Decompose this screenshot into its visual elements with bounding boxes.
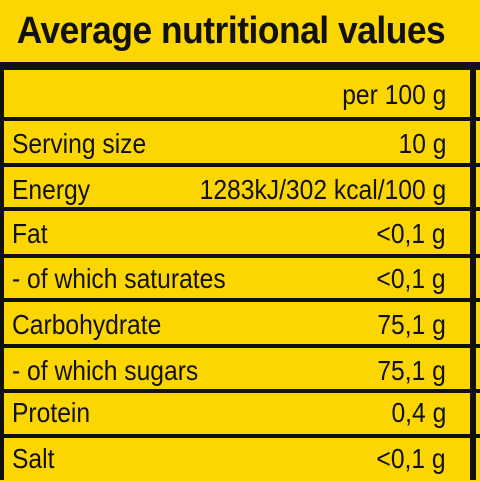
row-divider <box>0 117 480 121</box>
row-value: <0,1 g <box>376 442 446 474</box>
row-label: Carbohydrate <box>12 308 162 340</box>
row-label: Serving size <box>12 127 147 159</box>
table-row-fat: Fat <0,1 g <box>0 211 480 256</box>
table-row-serving-size: Serving size 10 g <box>0 121 480 166</box>
row-label: Fat <box>12 217 48 249</box>
row-value: 75,1 g <box>377 308 446 340</box>
row-value: 0,4 g <box>391 396 446 428</box>
row-label: Protein <box>12 396 91 428</box>
title-divider <box>0 62 480 70</box>
row-label: Energy <box>12 173 91 205</box>
table-left-border <box>0 62 4 480</box>
row-label: Salt <box>12 442 55 474</box>
header-row: per 100 g <box>0 72 480 117</box>
table-row-salt: Salt <0,1 g <box>0 436 480 481</box>
nutrition-title: Average nutritional values <box>16 9 446 52</box>
row-divider <box>0 207 480 211</box>
table-row-carbohydrate: Carbohydrate 75,1 g <box>0 302 480 347</box>
row-value: <0,1 g <box>376 262 446 294</box>
row-value: 10 g <box>398 127 446 159</box>
header-per-100g: per 100 g <box>341 78 446 110</box>
row-divider <box>0 344 480 348</box>
table-right-border <box>470 62 476 480</box>
row-label: - of which saturates <box>12 262 226 294</box>
table-row-sugars: - of which sugars 75,1 g <box>0 348 480 393</box>
table-row-saturates: - of which saturates <0,1 g <box>0 256 480 301</box>
row-divider <box>0 434 480 438</box>
row-divider <box>0 389 480 393</box>
row-value: 75,1 g <box>377 354 446 386</box>
table-row-energy: Energy 1283kJ/302 kcal/100 g <box>0 167 480 212</box>
row-value: <0,1 g <box>376 217 446 249</box>
table-row-protein: Protein 0,4 g <box>0 390 480 435</box>
row-divider <box>0 298 480 302</box>
row-divider <box>0 163 480 167</box>
row-value: 1283kJ/302 kcal/100 g <box>199 173 446 205</box>
row-label: - of which sugars <box>12 354 199 386</box>
row-divider <box>0 254 480 258</box>
